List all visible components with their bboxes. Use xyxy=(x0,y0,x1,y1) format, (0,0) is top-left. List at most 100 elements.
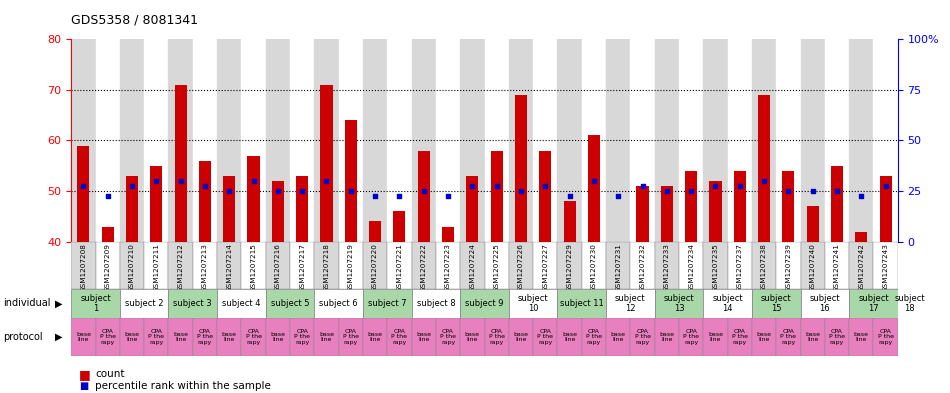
Bar xyxy=(411,289,460,318)
Bar xyxy=(193,39,218,242)
Bar xyxy=(703,318,728,356)
Point xyxy=(538,183,553,189)
Text: CPA
P the
rapy: CPA P the rapy xyxy=(488,329,504,345)
Text: base
line: base line xyxy=(173,332,188,342)
Point xyxy=(124,183,140,189)
Bar xyxy=(849,289,898,318)
Bar xyxy=(898,289,922,318)
Text: GSM1207226: GSM1207226 xyxy=(518,243,524,292)
Point xyxy=(781,188,796,194)
Bar xyxy=(218,242,241,289)
Bar xyxy=(728,318,751,356)
Bar xyxy=(411,242,436,289)
Text: CPA
P the
rapy: CPA P the rapy xyxy=(391,329,408,345)
Point xyxy=(441,193,456,199)
Bar xyxy=(563,201,576,242)
Bar xyxy=(369,221,381,242)
Bar xyxy=(460,318,485,356)
Bar xyxy=(168,318,193,356)
Text: CPA
P the
rapy: CPA P the rapy xyxy=(343,329,359,345)
Bar xyxy=(320,85,332,242)
Bar xyxy=(606,39,631,242)
Text: subject
13: subject 13 xyxy=(664,294,694,313)
Bar xyxy=(679,39,703,242)
Bar xyxy=(825,39,849,242)
Text: base
line: base line xyxy=(708,332,723,342)
Text: GSM1207220: GSM1207220 xyxy=(372,243,378,292)
Text: base
line: base line xyxy=(659,332,674,342)
Bar xyxy=(218,318,241,356)
Bar xyxy=(175,85,187,242)
Bar xyxy=(411,318,436,356)
Bar xyxy=(558,39,581,242)
Text: subject
16: subject 16 xyxy=(809,294,840,313)
Point xyxy=(416,188,431,194)
Text: GSM1207234: GSM1207234 xyxy=(688,243,694,292)
Bar xyxy=(77,145,89,242)
Bar xyxy=(418,151,429,242)
Bar xyxy=(679,242,703,289)
Bar xyxy=(241,39,266,242)
Bar xyxy=(751,289,801,318)
Bar xyxy=(631,39,655,242)
Text: GSM1207239: GSM1207239 xyxy=(786,243,791,292)
Bar xyxy=(703,242,728,289)
Text: GSM1207235: GSM1207235 xyxy=(712,243,718,292)
Bar xyxy=(363,318,388,356)
Text: GDS5358 / 8081341: GDS5358 / 8081341 xyxy=(71,14,199,27)
Text: GSM1207225: GSM1207225 xyxy=(494,243,500,292)
Text: CPA
P the
rapy: CPA P the rapy xyxy=(294,329,311,345)
Bar xyxy=(168,242,193,289)
Text: GSM1207238: GSM1207238 xyxy=(761,243,767,292)
Text: GSM1207211: GSM1207211 xyxy=(153,243,160,292)
Text: subject
10: subject 10 xyxy=(518,294,548,313)
Text: subject 3: subject 3 xyxy=(174,299,212,308)
Bar xyxy=(193,242,218,289)
Point xyxy=(368,193,383,199)
Bar xyxy=(807,206,819,242)
Text: CPA
P the
rapy: CPA P the rapy xyxy=(780,329,796,345)
Text: protocol: protocol xyxy=(3,332,43,342)
Bar xyxy=(120,242,144,289)
Bar xyxy=(636,186,649,242)
Point xyxy=(270,188,285,194)
Bar xyxy=(558,289,606,318)
Text: ▶: ▶ xyxy=(55,332,63,342)
Bar xyxy=(509,39,533,242)
Bar xyxy=(849,318,873,356)
Text: CPA
P the
rapy: CPA P the rapy xyxy=(635,329,651,345)
Text: GSM1207232: GSM1207232 xyxy=(639,243,645,292)
Bar xyxy=(515,95,527,242)
Point xyxy=(513,188,528,194)
Point xyxy=(246,178,261,184)
Bar xyxy=(466,176,479,242)
Bar xyxy=(782,171,794,242)
Bar xyxy=(606,289,655,318)
Bar xyxy=(168,39,193,242)
Bar xyxy=(873,242,898,289)
Bar xyxy=(144,242,168,289)
Text: subject 6: subject 6 xyxy=(319,299,358,308)
Point xyxy=(659,188,674,194)
Bar xyxy=(223,176,236,242)
Text: CPA
P the
rapy: CPA P the rapy xyxy=(148,329,164,345)
Bar xyxy=(751,39,776,242)
Bar xyxy=(655,289,703,318)
Bar xyxy=(436,242,460,289)
Bar xyxy=(388,39,411,242)
Text: GSM1207240: GSM1207240 xyxy=(809,243,816,292)
Text: base
line: base line xyxy=(271,332,285,342)
Bar xyxy=(266,39,290,242)
Text: base
line: base line xyxy=(806,332,820,342)
Point xyxy=(294,188,310,194)
Bar xyxy=(509,289,558,318)
Point xyxy=(684,188,699,194)
Point xyxy=(878,183,893,189)
Bar xyxy=(679,318,703,356)
Text: GSM1207223: GSM1207223 xyxy=(445,243,451,292)
Point xyxy=(708,183,723,189)
Text: ■: ■ xyxy=(79,381,88,391)
Bar xyxy=(533,242,558,289)
Text: GSM1207224: GSM1207224 xyxy=(469,243,475,292)
Text: subject 2: subject 2 xyxy=(125,299,163,308)
